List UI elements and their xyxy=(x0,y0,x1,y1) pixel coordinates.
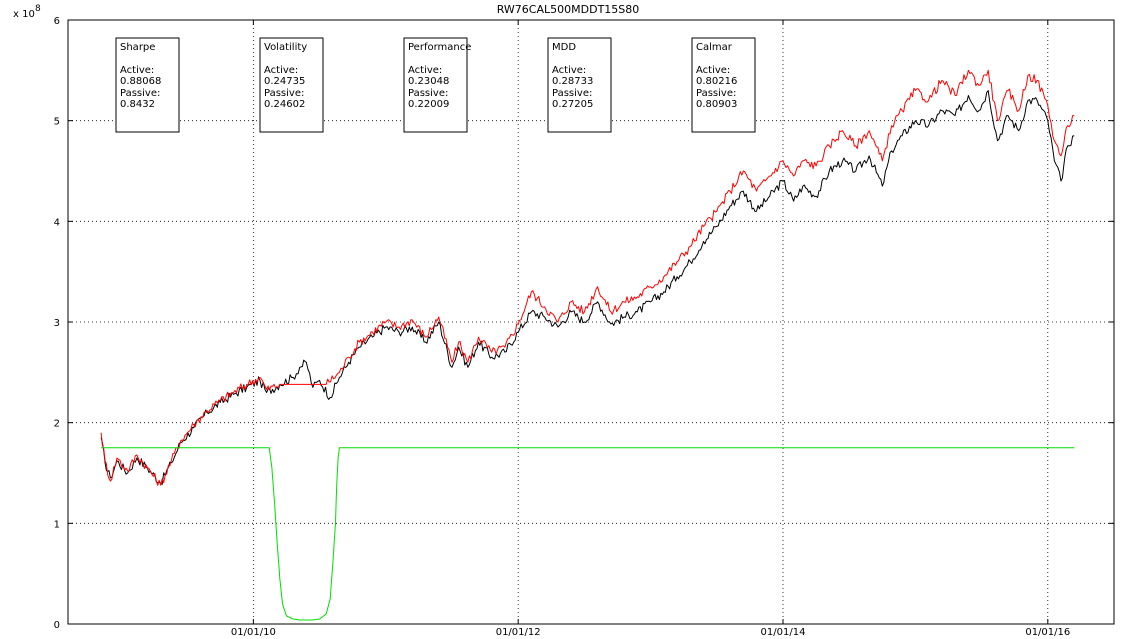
x-tick-label: 01/01/10 xyxy=(231,627,276,638)
tick-layer: 01/01/10 01/01/12 01/01/14 01/01/16 0 1 2 3 4 5 6 xyxy=(54,16,1114,638)
metric-box-title: Volatility xyxy=(264,42,307,53)
metric-box-frame xyxy=(115,37,180,133)
metric-box-active-value: 0.24735 xyxy=(264,76,305,87)
metric-box-frame xyxy=(547,37,612,133)
metric-box-passive-label: Passive: xyxy=(696,88,736,99)
y-multiplier-label: x 10 xyxy=(13,9,35,20)
x-tick-label: 01/01/14 xyxy=(761,627,806,638)
x-tick-label: 01/01/16 xyxy=(1025,627,1070,638)
metric-box-passive-value: 0.27205 xyxy=(552,99,593,110)
y-tick-label: 2 xyxy=(54,419,60,430)
y-tick-label: 6 xyxy=(54,16,60,27)
series-red-line xyxy=(100,69,1075,486)
metric-box-title: MDD xyxy=(552,42,576,53)
y-tick-label: 4 xyxy=(54,217,60,228)
metric-box-passive-value: 0.24602 xyxy=(264,99,305,110)
metric-box-passive-value: 0.22009 xyxy=(408,99,449,110)
y-tick-label: 5 xyxy=(54,117,60,128)
metric-box-active-value: 0.88068 xyxy=(120,76,161,87)
metric-box-passive-label: Passive: xyxy=(264,88,304,99)
metric-box-active-label: Active: xyxy=(264,65,298,76)
series-green-line xyxy=(101,447,1075,621)
metric-box-title: Sharpe xyxy=(120,42,155,53)
chart-title: RW76CAL500MDDT15S80 xyxy=(497,3,640,16)
metric-box-title: Calmar xyxy=(696,42,733,53)
metric-box-active-label: Active: xyxy=(408,65,442,76)
series-layer xyxy=(100,69,1075,621)
series-black-line xyxy=(100,90,1075,485)
metric-box-frame xyxy=(403,37,468,133)
metric-box-frame xyxy=(691,37,756,133)
metric-box-active-label: Active: xyxy=(696,65,730,76)
metric-box-passive-label: Passive: xyxy=(552,88,592,99)
y-tick-label: 1 xyxy=(54,519,60,530)
metric-box-frame xyxy=(259,37,324,133)
metric-box-passive-value: 0.80903 xyxy=(696,99,737,110)
metric-box-passive-value: 0.8432 xyxy=(120,99,155,110)
y-tick-label: 0 xyxy=(54,620,60,631)
annotation-layer: SharpeActive:0.88068Passive:0.8432Volati… xyxy=(115,37,756,133)
metric-box-active-value: 0.23048 xyxy=(408,76,449,87)
y-tick-label: 3 xyxy=(54,318,60,329)
metric-box-title: Performance xyxy=(408,42,471,53)
metric-box-passive-label: Passive: xyxy=(120,88,160,99)
metric-box-active-value: 0.80216 xyxy=(696,76,737,87)
metric-box-passive-label: Passive: xyxy=(408,88,448,99)
metric-box-active-label: Active: xyxy=(552,65,586,76)
y-multiplier-exponent: 8 xyxy=(35,4,41,14)
metric-box-active-value: 0.28733 xyxy=(552,76,593,87)
metric-box-active-label: Active: xyxy=(120,65,154,76)
x-tick-label: 01/01/12 xyxy=(496,627,541,638)
